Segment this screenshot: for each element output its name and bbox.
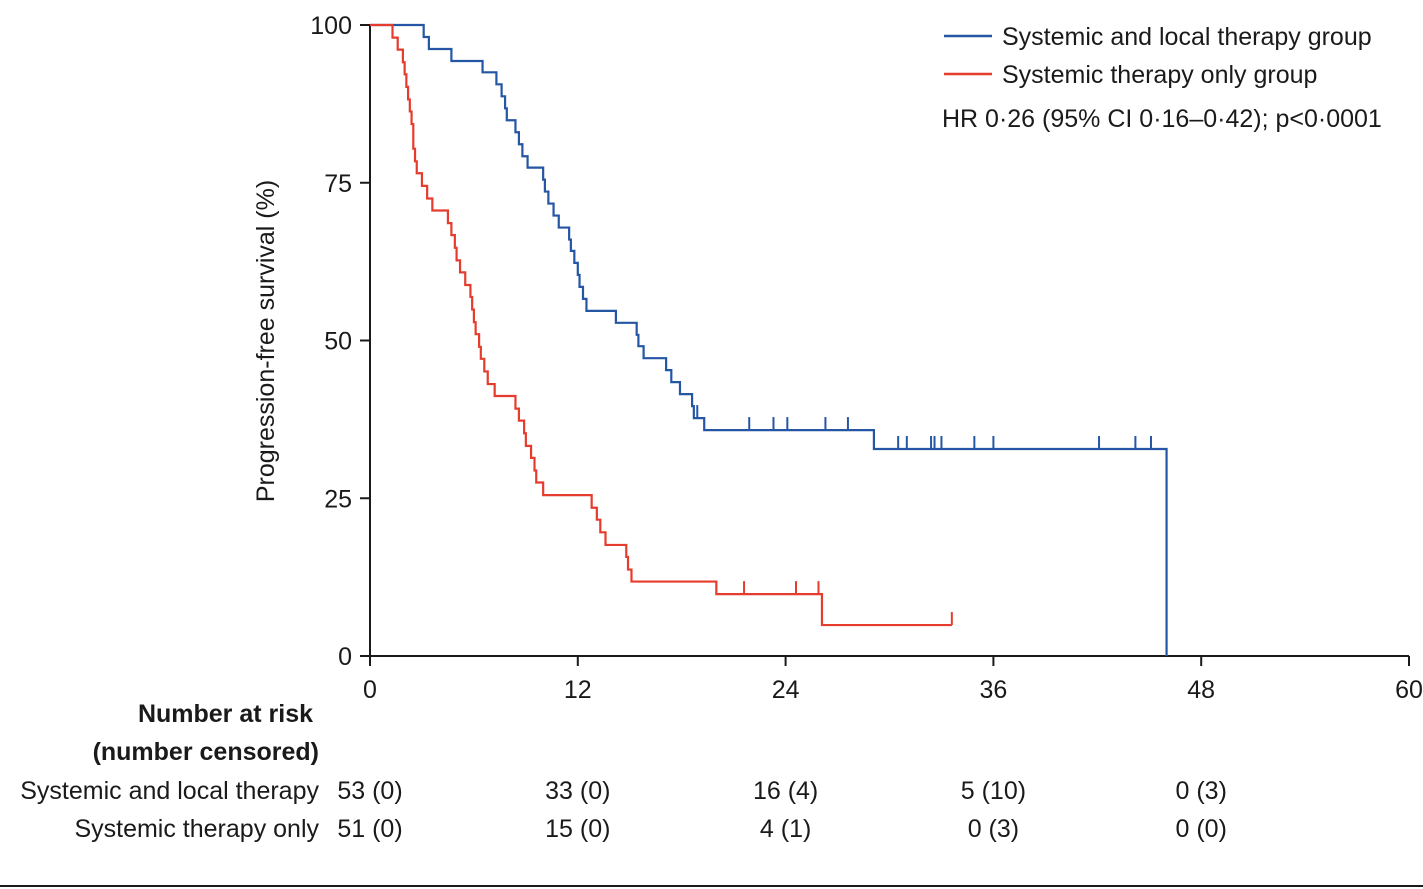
risk-value: 0 (0) bbox=[1175, 815, 1226, 843]
legend-label-systemic-only: Systemic therapy only group bbox=[1002, 61, 1317, 89]
y-tick-label: 50 bbox=[324, 328, 352, 356]
y-tick-label: 75 bbox=[324, 170, 352, 198]
risk-value: 4 (1) bbox=[760, 815, 811, 843]
x-tick-label: 48 bbox=[1187, 676, 1215, 704]
y-tick-label: 25 bbox=[324, 485, 352, 513]
x-tick-label: 60 bbox=[1395, 676, 1423, 704]
risk-value: 5 (10) bbox=[961, 777, 1026, 805]
x-tick-label: 0 bbox=[363, 676, 377, 704]
risk-value: 0 (3) bbox=[1175, 777, 1226, 805]
series-layer bbox=[370, 23, 1168, 656]
risk-table-header-line2: (number censored) bbox=[93, 738, 319, 766]
hazard-ratio-annotation: HR 0·26 (95% CI 0·16–0·42); p<0·0001 bbox=[942, 105, 1382, 133]
legend: Systemic and local therapy group Systemi… bbox=[942, 23, 1382, 133]
series-line-0 bbox=[370, 23, 1168, 656]
y-tick-label: 100 bbox=[310, 12, 352, 40]
risk-value: 16 (4) bbox=[753, 777, 818, 805]
legend-label-systemic-local: Systemic and local therapy group bbox=[1002, 23, 1372, 51]
y-ticks: 0 25 50 75 100 bbox=[310, 12, 370, 671]
risk-row-label-systemic-local: Systemic and local therapy bbox=[20, 777, 319, 805]
series-line-1 bbox=[370, 23, 952, 627]
risk-value: 33 (0) bbox=[545, 777, 610, 805]
risk-value: 15 (0) bbox=[545, 815, 610, 843]
x-ticks: 0 12 24 36 48 60 bbox=[363, 656, 1423, 704]
risk-value: 53 (0) bbox=[337, 777, 402, 805]
risk-table-header-line1: Number at risk bbox=[138, 700, 313, 728]
risk-table: Number at risk (number censored) Systemi… bbox=[20, 700, 1227, 843]
x-tick-label: 12 bbox=[564, 676, 592, 704]
x-tick-label: 36 bbox=[979, 676, 1007, 704]
risk-value: 51 (0) bbox=[337, 815, 402, 843]
x-tick-label: 24 bbox=[772, 676, 800, 704]
risk-values: 53 (0) 33 (0) 16 (4) 5 (10) 0 (3) 51 (0) 15 (0… bbox=[337, 777, 1227, 843]
y-tick-label: 0 bbox=[338, 643, 352, 671]
y-axis-label: Progression-free survival (%) bbox=[252, 180, 280, 502]
risk-row-label-systemic-only: Systemic therapy only bbox=[74, 815, 319, 843]
risk-value: 0 (3) bbox=[968, 815, 1019, 843]
